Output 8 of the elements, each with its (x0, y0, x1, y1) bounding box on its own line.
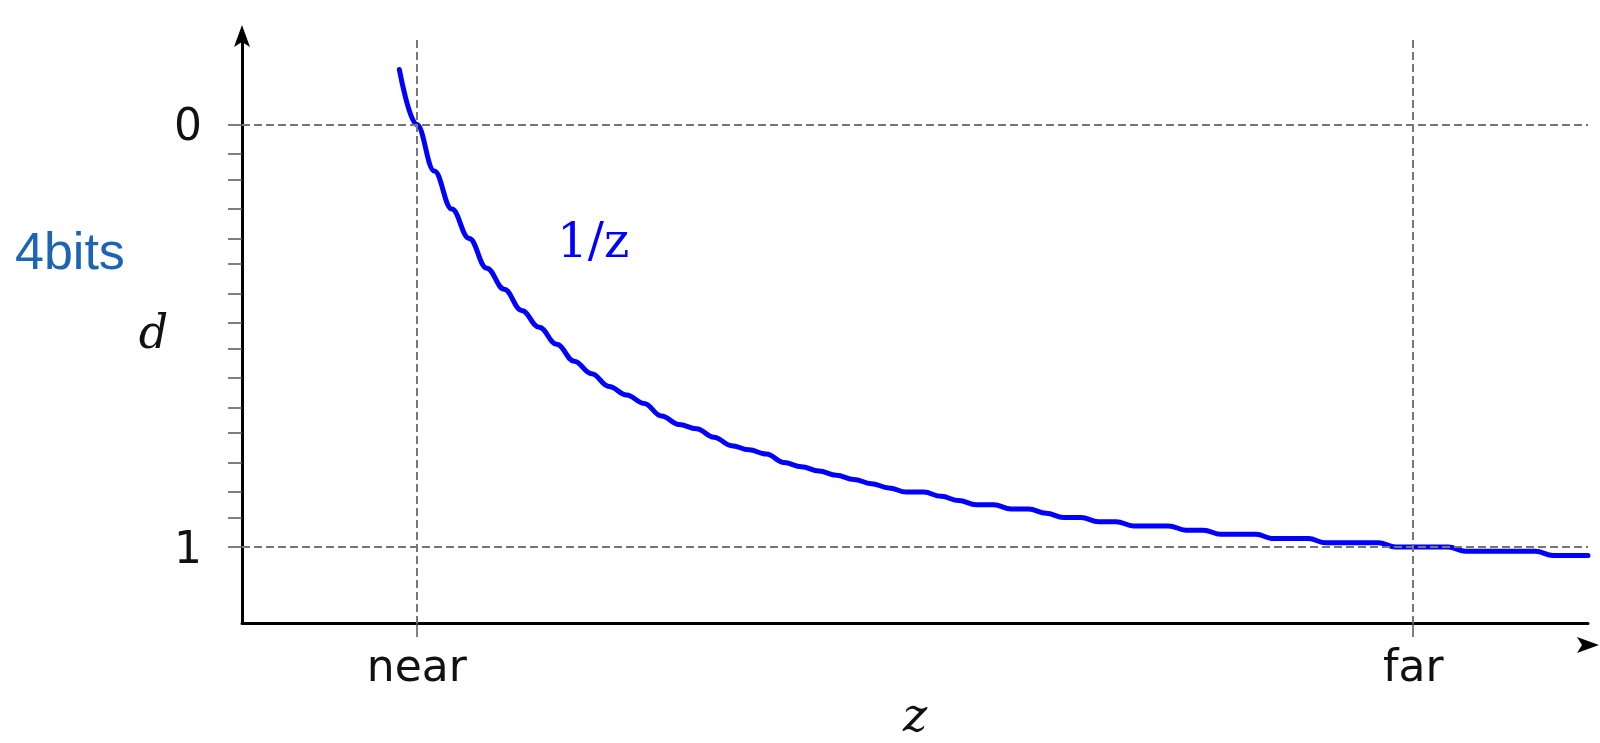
series-label: 1/z (557, 212, 630, 269)
x-tick-label: far (1382, 639, 1445, 691)
x-tick-label: near (366, 639, 468, 691)
x-axis-title: z (901, 688, 928, 742)
y-axis-title: d (138, 304, 169, 359)
y-tick-label: 1 (174, 521, 202, 573)
y-tick-label: 0 (174, 99, 202, 151)
text: 4bits (15, 222, 125, 280)
